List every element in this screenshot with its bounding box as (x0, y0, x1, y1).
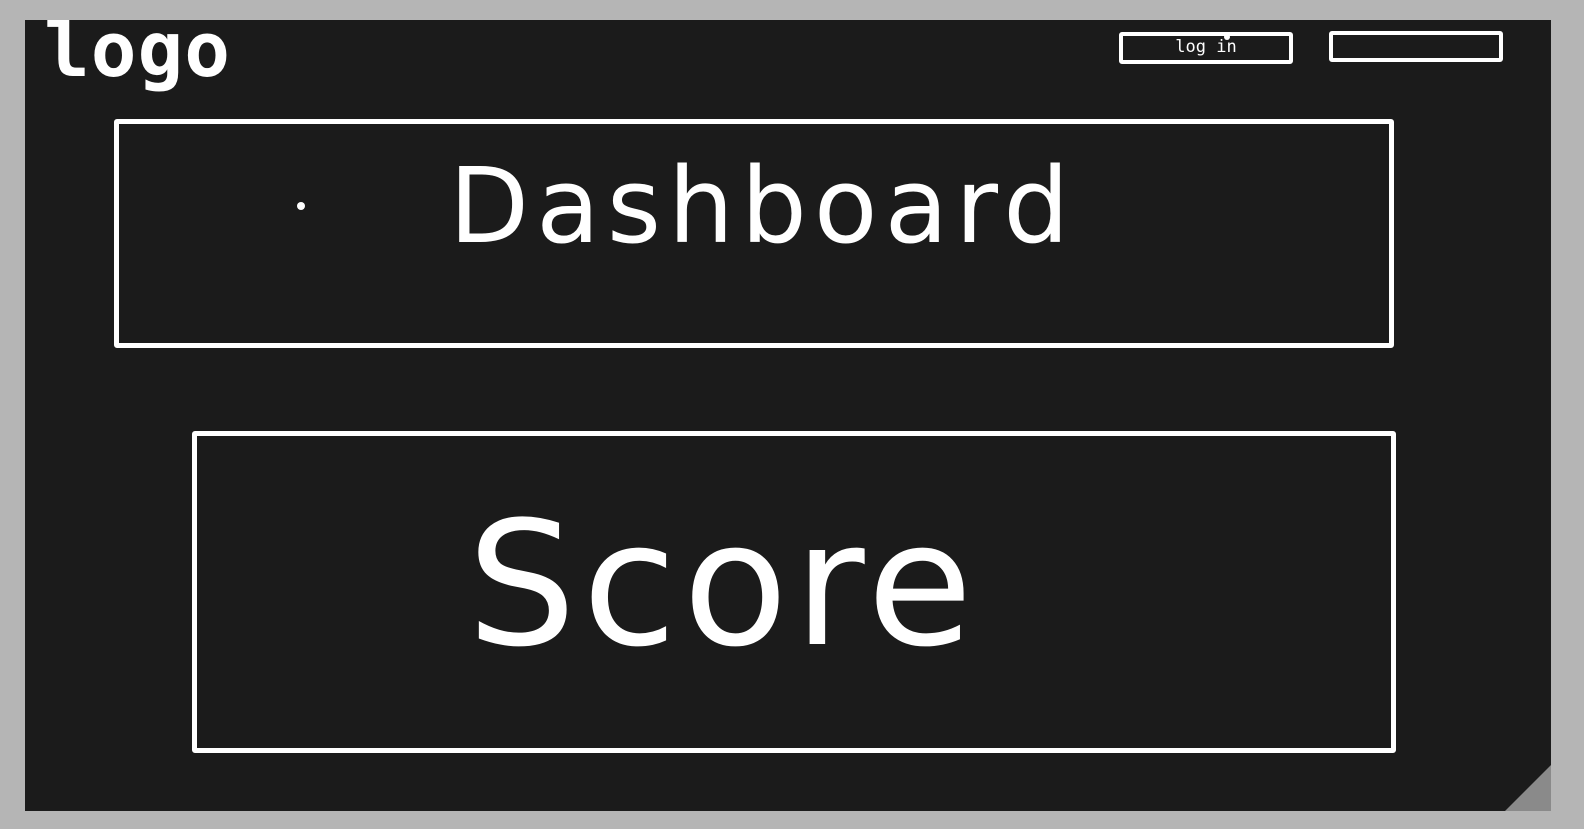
score-title: Score (467, 484, 979, 685)
header-blank-button[interactable] (1329, 31, 1503, 62)
score-panel[interactable]: Score (192, 431, 1396, 753)
login-button-dot (1224, 34, 1230, 40)
logo[interactable]: logo (44, 20, 232, 94)
window-resize-grip[interactable] (1505, 765, 1551, 811)
login-button[interactable]: log in (1119, 32, 1293, 64)
dashboard-panel[interactable]: Dashboard (114, 119, 1394, 348)
login-button-label: log in (1175, 36, 1237, 57)
dashboard-panel-dot (297, 202, 305, 210)
dashboard-title: Dashboard (449, 145, 1077, 267)
app-screen: logo log in Dashboard Score (25, 20, 1551, 811)
